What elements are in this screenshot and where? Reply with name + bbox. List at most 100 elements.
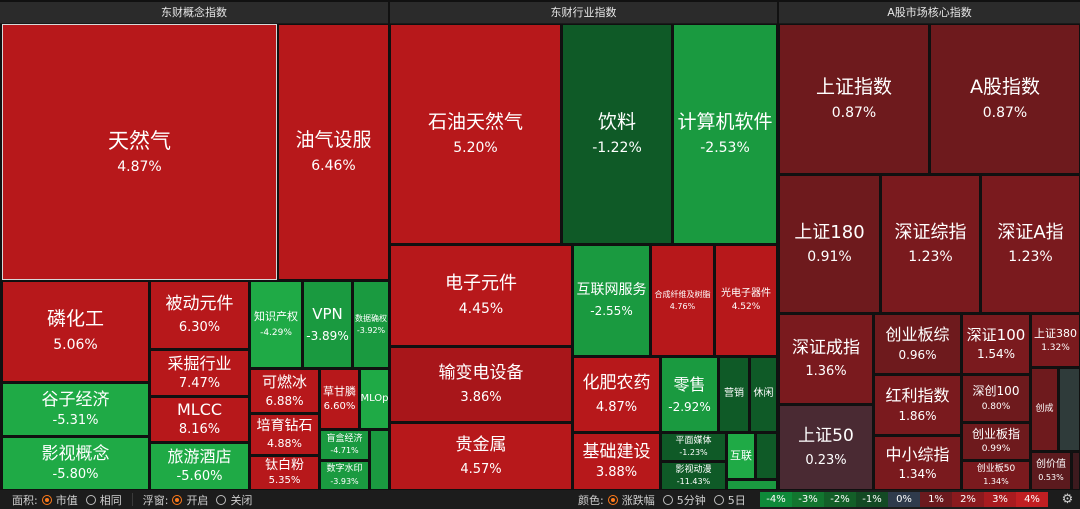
tile-name: 上证指数 (815, 75, 892, 98)
color-option-5min[interactable]: 5分钟 (676, 493, 706, 507)
tile-guangdian[interactable]: 光电子器件 4.52% (715, 245, 777, 356)
tile-dianzi[interactable]: 电子元件 4.45% (390, 245, 572, 346)
tile-pct: -5.60% (176, 469, 223, 485)
color-radio-5day[interactable] (713, 494, 724, 505)
tile-pct: -4.71% (330, 446, 359, 456)
tile-small-green[interactable] (370, 430, 389, 490)
divider (131, 493, 133, 506)
tile-vpn[interactable]: VPN -3.89% (303, 281, 352, 368)
tile-sc100[interactable]: 深创100 0.80% (962, 375, 1030, 422)
tile-pct: -1.22% (592, 139, 642, 156)
tile-guijinshu[interactable]: 贵金属 4.57% (390, 423, 572, 490)
tile-guzi[interactable]: 谷子经济 -5.31% (2, 383, 149, 436)
color-option-5day[interactable]: 5日 (727, 493, 746, 507)
tile-youqi[interactable]: 油气设服 6.46% (278, 24, 389, 280)
tile-tianranqi[interactable]: 天然气 4.87% (2, 24, 277, 280)
tile-pingmian[interactable]: 平面媒体 -1.23% (661, 433, 726, 461)
area-option-same[interactable]: 相同 (99, 493, 122, 507)
tile-yinliao[interactable]: 饮料 -1.22% (562, 24, 672, 244)
area-option-market-cap[interactable]: 市值 (55, 493, 78, 507)
tile-sz180[interactable]: 上证180 0.91% (779, 175, 880, 313)
tile-lingshou[interactable]: 零售 -2.92% (661, 357, 718, 432)
tile-cyb50[interactable]: 创业板50 1.34% (962, 461, 1030, 490)
float-radio-off[interactable] (216, 494, 227, 505)
tile-sz100[interactable]: 深证100 1.54% (962, 314, 1030, 374)
tile-cybz[interactable]: 创业板综 0.96% (874, 314, 961, 374)
tile-small-gray[interactable] (1059, 368, 1080, 451)
tile-small-dark[interactable] (756, 433, 777, 479)
tile-pct: 4.87% (595, 399, 638, 415)
color-radio-change[interactable] (607, 494, 618, 505)
tile-linhuagong[interactable]: 磷化工 5.06% (2, 281, 149, 382)
tile-shangzheng[interactable]: 上证指数 0.87% (779, 24, 929, 174)
area-radio-market-cap[interactable] (41, 494, 52, 505)
float-radio-on[interactable] (172, 494, 183, 505)
tile-jisuanji[interactable]: 计算机软件 -2.53% (673, 24, 777, 244)
tile-pct: -2.53% (700, 139, 750, 156)
tile-zhishi[interactable]: 知识产权 -4.29% (250, 281, 302, 368)
tile-pct: 0.87% (831, 104, 877, 121)
tile-sz380[interactable]: 上证380 1.32% (1031, 314, 1080, 367)
tile-small-dark-red[interactable] (1072, 452, 1080, 490)
float-option-on[interactable]: 开启 (186, 493, 209, 507)
tile-name: 数字水印 (326, 464, 363, 475)
tile-lvyou[interactable]: 旅游酒店 -5.60% (150, 443, 249, 490)
tile-manghe[interactable]: 盲盒经济 -4.71% (320, 430, 369, 460)
color-radio-5min[interactable] (662, 494, 673, 505)
gear-icon[interactable]: ⚙ (1061, 492, 1074, 507)
tile-szaz[interactable]: 深证A指 1.23% (981, 175, 1080, 313)
float-option-off[interactable]: 关闭 (230, 493, 253, 507)
tile-pct: -2.55% (590, 304, 633, 319)
tile-mlop[interactable]: MLOp (360, 369, 389, 429)
color-option-change[interactable]: 涨跌幅 (621, 493, 655, 507)
tile-jichu[interactable]: 基础建设 3.88% (573, 433, 660, 490)
tile-name: 合成纤维及树脂 (654, 289, 711, 299)
tile-szzz[interactable]: 深证综指 1.23% (881, 175, 980, 313)
tile-pct: 0.91% (807, 249, 852, 265)
tile-yingshi[interactable]: 影视概念 -5.80% (2, 437, 149, 490)
float-label: 浮窗: (142, 493, 169, 507)
tile-szcz[interactable]: 深证成指 1.36% (779, 314, 873, 404)
tile-pct: 4.88% (267, 437, 302, 451)
tile-pct: 0.87% (982, 104, 1028, 121)
tile-name: 平面媒体 (675, 435, 712, 446)
tile-caijue[interactable]: 采掘行业 7.47% (150, 350, 249, 396)
tile-keranbing[interactable]: 可燃冰 6.88% (250, 369, 319, 413)
tile-sz50[interactable]: 上证50 0.23% (779, 405, 873, 490)
tile-small-green-2[interactable] (727, 480, 777, 490)
tile-pct: -5.31% (52, 413, 99, 428)
tile-chuangjia[interactable]: 创价值 0.53% (1031, 452, 1071, 490)
tile-name: 创业板指 (971, 427, 1020, 442)
tile-shubian[interactable]: 输变电设备 3.86% (390, 347, 572, 422)
panel-header-industry: 东财行业指数 (390, 2, 777, 24)
tile-agu[interactable]: A股指数 0.87% (930, 24, 1080, 174)
tile-name: 深创100 (972, 383, 1020, 398)
tile-caogan[interactable]: 草甘膦 6.60% (320, 369, 359, 429)
tile-shuzishui[interactable]: 数字水印 -3.93% (320, 461, 369, 490)
area-radio-same[interactable] (85, 494, 96, 505)
tile-name: 磷化工 (46, 308, 104, 331)
tile-mlcc[interactable]: MLCC 8.16% (150, 397, 249, 442)
tile-hecheng[interactable]: 合成纤维及树脂 4.76% (651, 245, 714, 356)
tile-chuangxin[interactable]: 创成 (1031, 368, 1058, 451)
tile-yingshidonghua[interactable]: 影视动漫 -11.43% (661, 462, 726, 490)
tile-cybzhi[interactable]: 创业板指 0.99% (962, 423, 1030, 460)
color-legend: -4% -3% -2% -1% 0% 1% 2% 3% 4% (760, 492, 1048, 507)
tile-name: 深证100 (966, 325, 1026, 344)
tile-huafei[interactable]: 化肥农药 4.87% (573, 357, 660, 432)
tile-yingxiao[interactable]: 营销 (719, 357, 749, 432)
tile-name: 基础建设 (582, 441, 651, 462)
tile-beidong[interactable]: 被动元件 6.30% (150, 281, 249, 349)
tile-pct: -3.92% (356, 325, 386, 335)
tile-hongli[interactable]: 红利指数 1.86% (874, 375, 961, 435)
tile-hulianwang[interactable]: 互联网服务 -2.55% (573, 245, 650, 356)
tile-name: 钛白粉 (264, 458, 304, 474)
tile-peiyu[interactable]: 培育钻石 4.88% (250, 414, 319, 455)
tile-xiuxian[interactable]: 休闲 (750, 357, 777, 432)
tile-taibai[interactable]: 钛白粉 5.35% (250, 456, 319, 490)
tile-shiyou[interactable]: 石油天然气 5.20% (390, 24, 561, 244)
tile-zxzz[interactable]: 中小综指 1.34% (874, 436, 961, 490)
tile-shujuquan[interactable]: 数据确权 -3.92% (353, 281, 389, 368)
tile-hulian2[interactable]: 互联 (727, 433, 755, 479)
tile-pct: 6.30% (178, 320, 221, 335)
